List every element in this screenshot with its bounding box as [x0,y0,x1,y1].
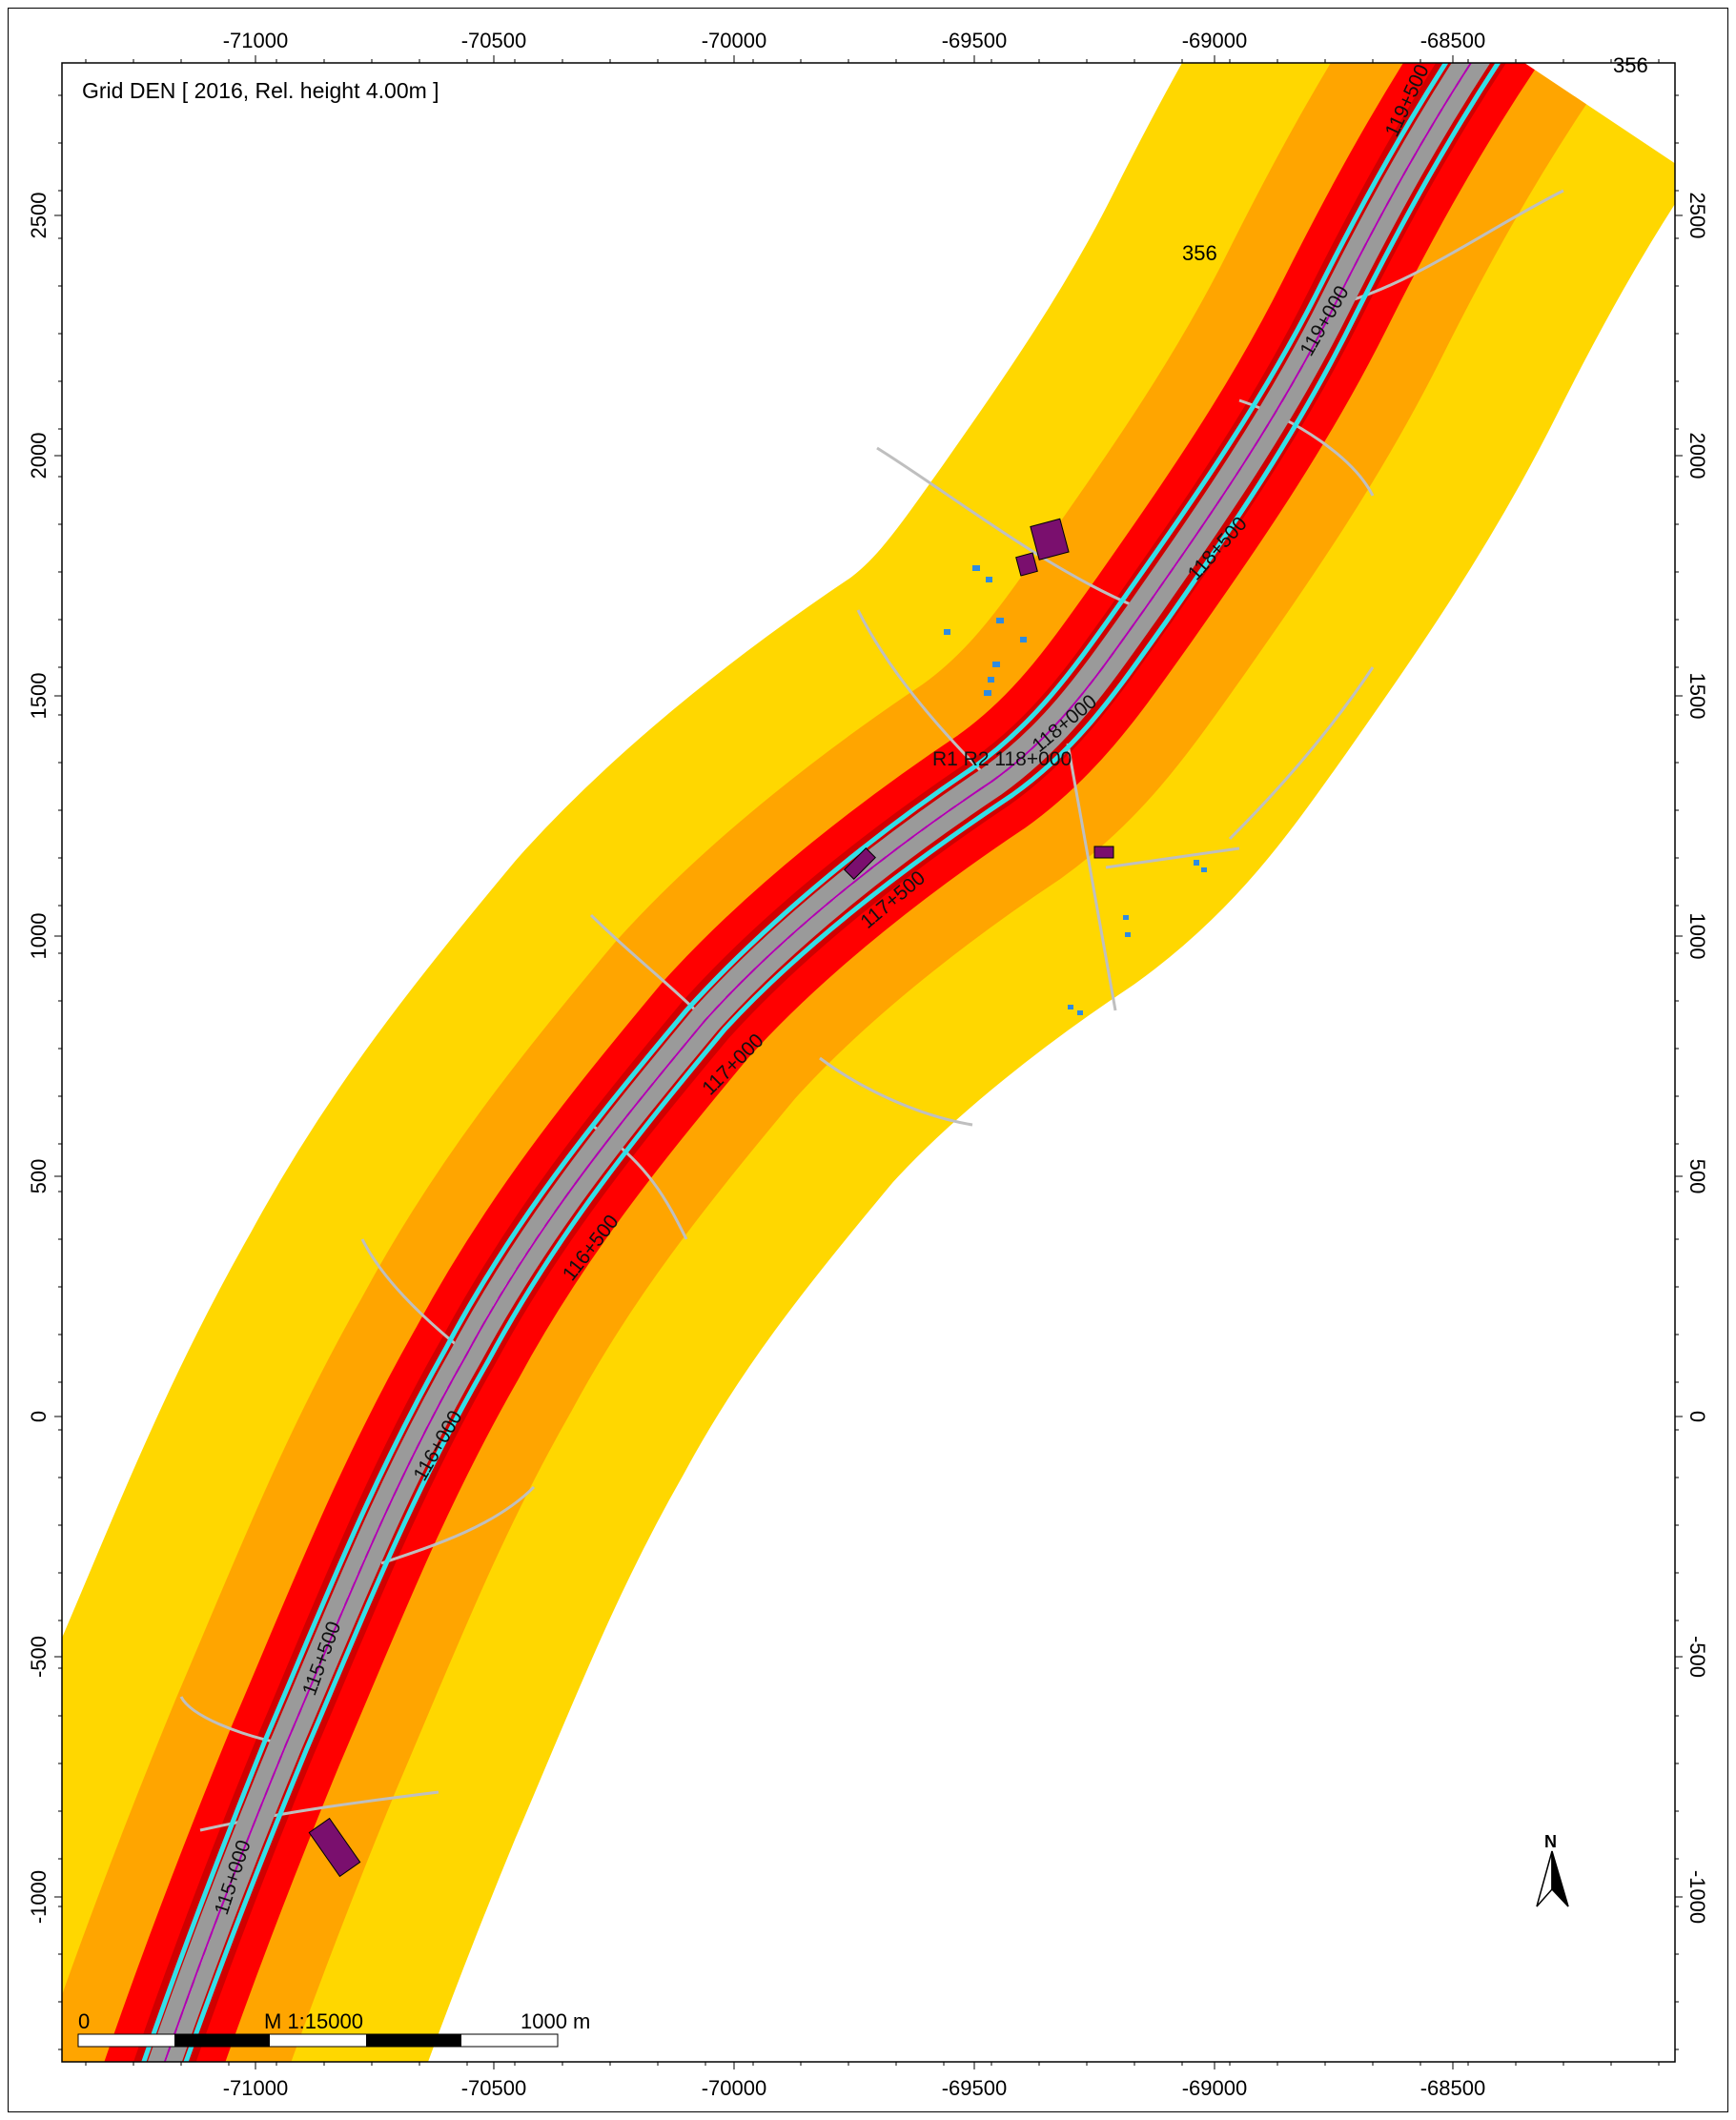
map-content [62,63,1675,2062]
map-frame [8,8,1728,2112]
x-tick-label-top: -71000 [223,29,289,52]
x-tick-label-bottom: -69000 [1182,2076,1248,2100]
x-tick-label-top: -70500 [461,29,527,52]
highway-median [163,63,1473,2062]
y-tick-label-right: 1000 [1685,913,1709,960]
side-road [1105,846,1240,869]
scale-ratio: M 1:15000 [264,2009,363,2033]
y-tick-label-right: 2000 [1685,433,1709,479]
x-tick-label-top: -69000 [1182,29,1248,52]
scale-bar: 0 M 1:15000 1000 m [77,2009,590,2048]
noise-barrier-right [183,63,1501,2062]
y-tick-label-left: 1500 [27,673,51,720]
x-tick-label-bottom: -69500 [942,2076,1008,2100]
road-label: 356 [1613,53,1648,77]
axis-ticks: -71000 -71000 -70500 -70500 -70000 -70000 -695… [27,29,1709,2100]
scale-end: 1000 m [521,2009,590,2033]
y-tick-label-right: -1000 [1685,1870,1709,1924]
side-road [876,446,1145,612]
y-tick-label-right: 0 [1685,1411,1709,1422]
north-label: N [1544,1832,1557,1851]
map-title: Grid DEN [ 2016, Rel. height 4.00m ] [78,78,443,104]
y-tick-label-left: 0 [27,1411,51,1422]
side-road [380,1485,536,1565]
scale-start: 0 [78,2009,90,2033]
y-tick-label-right: 2500 [1685,193,1709,239]
road-label: 356 [1182,241,1217,265]
small-buildings [944,565,1207,1015]
map-border [61,62,1676,2063]
x-tick-label-top: -70000 [702,29,767,52]
receiver-label: R1 R2 118+000 [932,748,1072,770]
y-tick-label-right: -500 [1685,1636,1709,1678]
y-tick-label-right: 500 [1685,1159,1709,1194]
x-tick-label-bottom: -70000 [702,2076,767,2100]
side-road [856,609,993,784]
noise-barrier-left [141,63,1449,2062]
building-cluster-north [1015,518,1070,577]
north-arrow-icon: N [1536,1832,1569,1907]
side-road [1228,666,1375,841]
side-road [819,1056,973,1127]
side-road [1066,743,1117,1011]
y-tick-label-right: 1500 [1685,673,1709,720]
x-tick-label-bottom: -68500 [1420,2076,1486,2100]
y-tick-label-left: -500 [27,1636,51,1678]
y-tick-label-left: 2000 [27,433,51,479]
x-tick-label-top: -68500 [1420,29,1486,52]
y-tick-label-left: -1000 [27,1870,51,1924]
building-cluster-mid [844,846,1114,880]
y-tick-label-left: 500 [27,1159,51,1194]
y-tick-label-left: 1000 [27,913,51,960]
x-tick-label-bottom: -70500 [461,2076,527,2100]
x-tick-label-top: -69500 [942,29,1008,52]
building-cluster-south [308,1817,361,1878]
y-tick-label-left: 2500 [27,193,51,239]
x-tick-label-bottom: -71000 [223,2076,289,2100]
